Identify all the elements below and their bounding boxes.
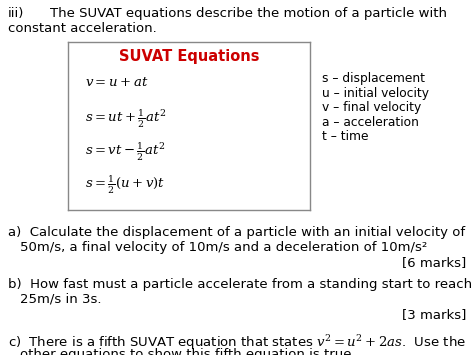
- Text: [6 marks]: [6 marks]: [402, 256, 466, 269]
- Text: The SUVAT equations describe the motion of a particle with: The SUVAT equations describe the motion …: [50, 7, 447, 20]
- Text: $s = vt - \frac{1}{2}at^2$: $s = vt - \frac{1}{2}at^2$: [85, 141, 165, 163]
- Text: a)  Calculate the displacement of a particle with an initial velocity of: a) Calculate the displacement of a parti…: [8, 226, 465, 239]
- Text: other equations to show this fifth equation is true: other equations to show this fifth equat…: [20, 348, 352, 355]
- Text: $v = u + at$: $v = u + at$: [85, 76, 148, 89]
- Text: v – final velocity: v – final velocity: [322, 101, 421, 114]
- Text: constant acceleration.: constant acceleration.: [8, 22, 157, 35]
- Text: [3 marks]: [3 marks]: [401, 308, 466, 321]
- Text: c)  There is a fifth SUVAT equation that states $v^2 = u^2 + 2as$.  Use the: c) There is a fifth SUVAT equation that …: [8, 333, 466, 352]
- Text: 25m/s in 3s.: 25m/s in 3s.: [20, 293, 101, 306]
- Text: a – acceleration: a – acceleration: [322, 115, 419, 129]
- Text: iii): iii): [8, 7, 24, 20]
- Text: t – time: t – time: [322, 130, 368, 143]
- Text: $s = ut + \frac{1}{2}at^2$: $s = ut + \frac{1}{2}at^2$: [85, 108, 166, 131]
- Text: u – initial velocity: u – initial velocity: [322, 87, 429, 99]
- Text: b)  How fast must a particle accelerate from a standing start to reach: b) How fast must a particle accelerate f…: [8, 278, 472, 291]
- Text: s – displacement: s – displacement: [322, 72, 425, 85]
- Text: $s = \frac{1}{2}(u+v)t$: $s = \frac{1}{2}(u+v)t$: [85, 174, 165, 196]
- Text: SUVAT Equations: SUVAT Equations: [119, 49, 259, 64]
- Text: 50m/s, a final velocity of 10m/s and a deceleration of 10m/s²: 50m/s, a final velocity of 10m/s and a d…: [20, 241, 427, 254]
